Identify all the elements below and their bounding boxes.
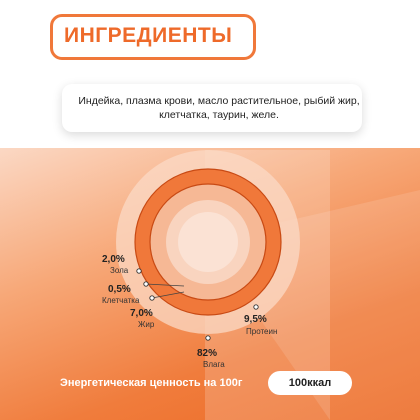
slice-dot-fiber [143,281,149,287]
slice-value-fat: 7,0% [130,308,153,319]
slice-label-fat: Жир [138,320,155,329]
slice-leader-fiber [145,283,185,287]
slice-label-moisture: Влага [203,360,225,369]
slice-label-ash: Зола [110,266,129,275]
page-title: ИНГРЕДИЕНТЫ [64,24,233,47]
energy-label: Энергетическая ценность на 100г [60,377,243,389]
chart-center-highlight [178,212,238,272]
slice-label-protein: Протеин [246,327,277,336]
energy-value-badge: 100ккал [268,371,352,395]
ingredients-text: Индейка, плазма крови, масло растительно… [78,95,360,121]
slice-value-ash: 2,0% [102,254,125,265]
title-frame [50,14,256,60]
slice-dot-moisture [205,335,211,341]
slice-markers: 9,5% Протеин 7,0%Жир 0,5%Клетчатка 2,0%Зола 8… [102,254,277,369]
slice-value-protein: 9,5% [244,314,267,325]
slice-leader-fat [151,291,185,299]
ingredients-card [62,84,362,132]
slice-dot-fat [149,295,155,301]
slice-label-fiber: Клетчатка [102,296,140,305]
slice-value-fiber: 0,5% [108,284,131,295]
slice-value-moisture: 82% [197,348,217,359]
slice-dot-protein [253,304,259,310]
slice-dot-ash [136,268,142,274]
